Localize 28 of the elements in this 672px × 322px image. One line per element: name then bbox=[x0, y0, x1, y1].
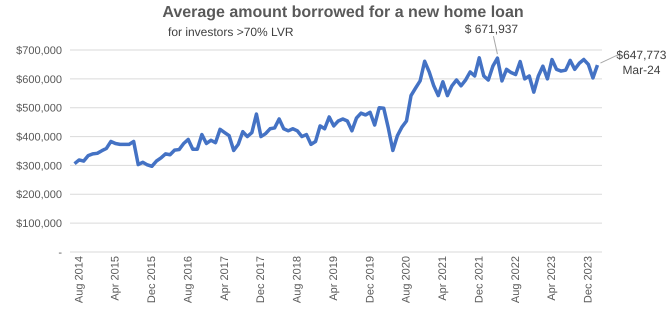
y-tick-label: $700,000 bbox=[16, 44, 62, 57]
x-tick-label: Dec 2017 bbox=[255, 256, 268, 304]
x-tick-label: Apr 2023 bbox=[546, 256, 558, 301]
chart-title: Average amount borrowed for a new home loan bbox=[161, 4, 525, 22]
y-tick-label: $500,000 bbox=[16, 102, 62, 115]
x-tick-label: Dec 2021 bbox=[473, 256, 486, 304]
y-tick-label: $100,000 bbox=[16, 218, 62, 230]
x-tick-label: Aug 2022 bbox=[510, 256, 522, 304]
x-tick-label: Apr 2017 bbox=[218, 256, 231, 301]
annotation: $ 671,937 bbox=[464, 22, 518, 36]
x-tick-label: Aug 2020 bbox=[400, 256, 413, 304]
line-series bbox=[72, 56, 600, 168]
x-tick-label: Dec 2023 bbox=[582, 256, 595, 304]
y-tick-label: $400,000 bbox=[16, 131, 62, 144]
x-tick-label: Aug 2014 bbox=[73, 256, 86, 304]
x-tick-label: Apr 2019 bbox=[328, 256, 340, 301]
x-tick-label: Apr 2021 bbox=[437, 256, 450, 301]
annotation: $647,773 Mar-24 bbox=[616, 48, 667, 78]
x-tick-label: Dec 2019 bbox=[364, 256, 376, 304]
x-tick-label: Dec 2015 bbox=[146, 256, 158, 304]
x-tick-label: Aug 2016 bbox=[182, 256, 194, 304]
y-tick-label: $600,000 bbox=[16, 74, 62, 86]
y-tick-label: $300,000 bbox=[16, 160, 62, 172]
x-tick-label: Aug 2018 bbox=[292, 256, 304, 304]
x-tick-label: Apr 2015 bbox=[110, 256, 122, 301]
chart-subtitle: for investors >70% LVR bbox=[168, 25, 294, 39]
y-tick-label: $200,000 bbox=[16, 189, 62, 202]
y-tick-label: - bbox=[58, 246, 62, 259]
